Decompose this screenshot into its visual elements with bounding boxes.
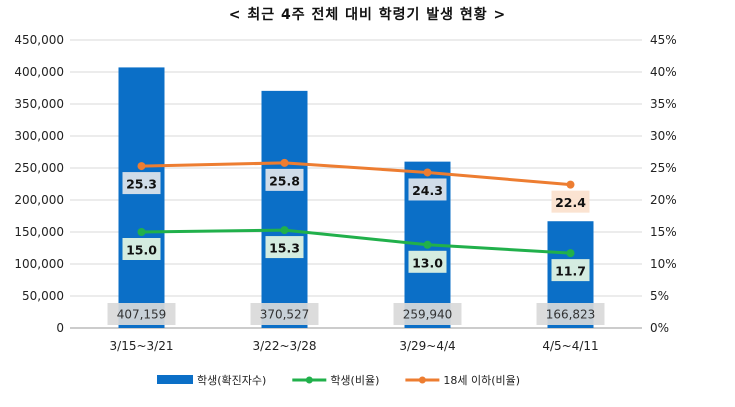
y-left-tick-label: 300,000 bbox=[14, 129, 64, 143]
y-left-tick-label: 400,000 bbox=[14, 65, 64, 79]
series-point bbox=[423, 240, 432, 249]
series-line bbox=[141, 228, 571, 255]
line-value-label: 13.0 bbox=[412, 255, 443, 270]
legend-label: 학생(확진자수) bbox=[197, 374, 266, 387]
line-value-label: 25.3 bbox=[126, 177, 157, 192]
y-left-tick-label: 350,000 bbox=[14, 97, 64, 111]
y-right-tick-label: 30% bbox=[650, 129, 677, 143]
bar-value-label: 407,159 bbox=[117, 308, 167, 322]
y-right-tick-label: 10% bbox=[650, 257, 677, 271]
line-label-box bbox=[122, 172, 161, 195]
series-point bbox=[137, 228, 146, 236]
y-left-tick-label: 250,000 bbox=[14, 161, 64, 175]
x-tick-label: 3/15~3/21 bbox=[110, 339, 174, 353]
bar-label-box bbox=[393, 303, 462, 325]
line-label-box bbox=[408, 250, 447, 273]
line-value-label: 22.4 bbox=[555, 195, 586, 210]
line-value-label: 24.3 bbox=[412, 183, 443, 198]
line-label-box bbox=[265, 236, 304, 259]
y-right-tick-label: 20% bbox=[650, 193, 677, 207]
bar-label-box bbox=[107, 303, 176, 325]
x-tick-label: 4/5~4/11 bbox=[542, 339, 598, 353]
legend-label: 학생(비율) bbox=[330, 374, 379, 387]
y-left-tick-label: 100,000 bbox=[14, 257, 64, 271]
line-label-box bbox=[122, 238, 161, 260]
line-series: 15.0 15.3 13.0 11.7 25.3 25.8 24.3 22.4 bbox=[122, 158, 590, 282]
y-right-tick-label: 15% bbox=[650, 225, 677, 239]
y-left-tick-label: 0 bbox=[56, 321, 64, 335]
y-right-tick-label: 0% bbox=[650, 321, 669, 335]
bar-label-box bbox=[250, 303, 319, 325]
series-line bbox=[141, 161, 571, 187]
line-label-box bbox=[551, 190, 590, 213]
x-tick-label: 3/22~3/28 bbox=[253, 339, 317, 353]
y-right-tick-label: 45% bbox=[650, 33, 677, 47]
bar bbox=[118, 67, 165, 328]
y-right-tick-label: 5% bbox=[650, 289, 669, 303]
legend-label: 18세 이하(비율) bbox=[443, 373, 520, 387]
x-tick-label: 3/29~4/4 bbox=[399, 339, 455, 353]
gridlines bbox=[70, 39, 642, 329]
y-left-tick-label: 150,000 bbox=[14, 225, 64, 239]
bar bbox=[261, 90, 308, 328]
y-left-tick-label: 450,000 bbox=[14, 33, 64, 47]
y-right-tick-label: 25% bbox=[650, 161, 677, 175]
chart-title: < 최근 4주 전체 대비 학령기 발생 현황 > bbox=[228, 7, 507, 23]
bar-series bbox=[118, 67, 594, 328]
line-value-label: 25.8 bbox=[269, 173, 300, 188]
line-value-label: 15.0 bbox=[126, 243, 157, 258]
line-value-label: 15.3 bbox=[269, 241, 300, 256]
bar-value-label: 259,940 bbox=[403, 308, 453, 322]
line-label-box bbox=[265, 168, 304, 191]
bar-value-labels: 407,159 370,527 259,940 166,823 bbox=[107, 303, 605, 325]
series-point bbox=[280, 158, 289, 167]
y-left-tick-label: 50,000 bbox=[22, 289, 64, 303]
series-point bbox=[280, 226, 289, 235]
y-right-tick-label: 40% bbox=[650, 65, 677, 79]
line-label-box bbox=[408, 178, 447, 201]
axes: 0 0% 50,000 5% 100,000 10% 150,000 15% 200,000 20… bbox=[14, 33, 676, 353]
line-value-label: 11.7 bbox=[555, 264, 586, 279]
series-point bbox=[423, 168, 432, 177]
series-point bbox=[137, 162, 146, 171]
line-label-box bbox=[551, 259, 590, 282]
legend-swatch bbox=[157, 375, 193, 384]
bar-label-box bbox=[536, 303, 605, 325]
series-point bbox=[566, 249, 575, 258]
legend-marker bbox=[418, 376, 426, 384]
legend: 학생(확진자수) 학생(비율) 18세 이하(비율) bbox=[157, 373, 520, 387]
bar-value-label: 166,823 bbox=[546, 308, 596, 322]
y-right-tick-label: 35% bbox=[650, 97, 677, 111]
legend-marker bbox=[305, 376, 313, 384]
series-point bbox=[566, 180, 575, 189]
bar-value-label: 370,527 bbox=[260, 308, 310, 322]
y-left-tick-label: 200,000 bbox=[14, 193, 64, 207]
